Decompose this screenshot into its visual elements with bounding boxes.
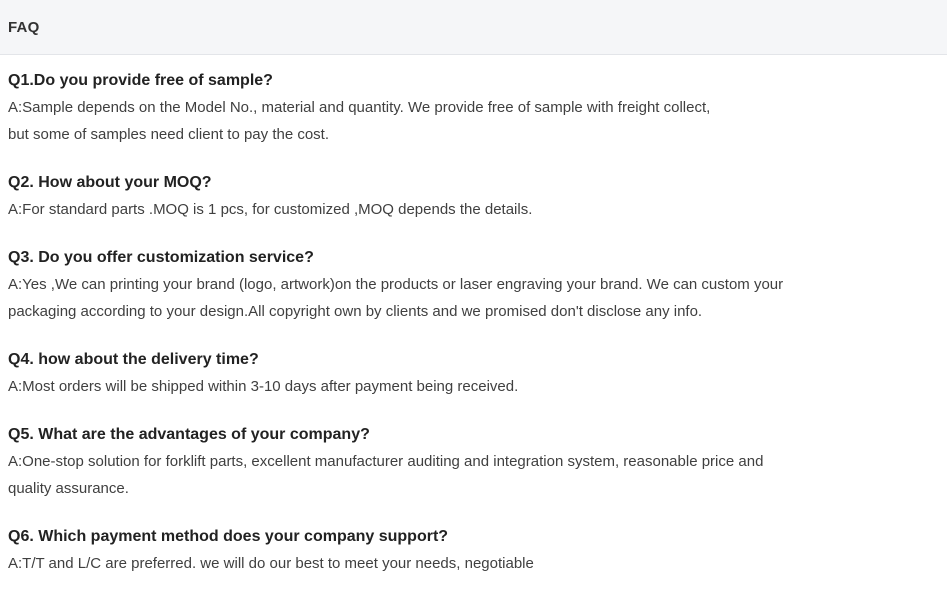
faq-item: Q5. What are the advantages of your comp… [8,421,939,502]
faq-panel-header: FAQ [0,0,947,55]
faq-answer: A:Sample depends on the Model No., mater… [8,99,711,143]
faq-answer: A:For standard parts .MOQ is 1 pcs, for … [8,201,533,218]
faq-list: Q1.Do you provide free of sample? A:Samp… [0,55,947,577]
faq-item: Q2. How about your MOQ? A:For standard p… [8,169,939,223]
faq-question: Q1.Do you provide free of sample? [8,72,273,89]
faq-answer: A:One-stop solution for forklift parts, … [8,453,764,497]
faq-panel-title: FAQ [8,18,40,36]
faq-question: Q3. Do you offer customization service? [8,249,314,266]
faq-item: Q4. how about the delivery time? A:Most … [8,346,939,400]
faq-item: Q6. Which payment method does your compa… [8,523,939,577]
faq-question: Q6. Which payment method does your compa… [8,528,449,545]
faq-item: Q1.Do you provide free of sample? A:Samp… [8,67,939,148]
faq-answer: A:T/T and L/C are preferred. we will do … [8,555,534,572]
faq-answer: A:Most orders will be shipped within 3-1… [8,378,519,395]
faq-item: Q3. Do you offer customization service? … [8,244,939,325]
faq-question: Q4. how about the delivery time? [8,351,259,368]
faq-question: Q2. How about your MOQ? [8,174,212,191]
faq-answer: A:Yes ,We can printing your brand (logo,… [8,276,784,320]
faq-question: Q5. What are the advantages of your comp… [8,426,370,443]
